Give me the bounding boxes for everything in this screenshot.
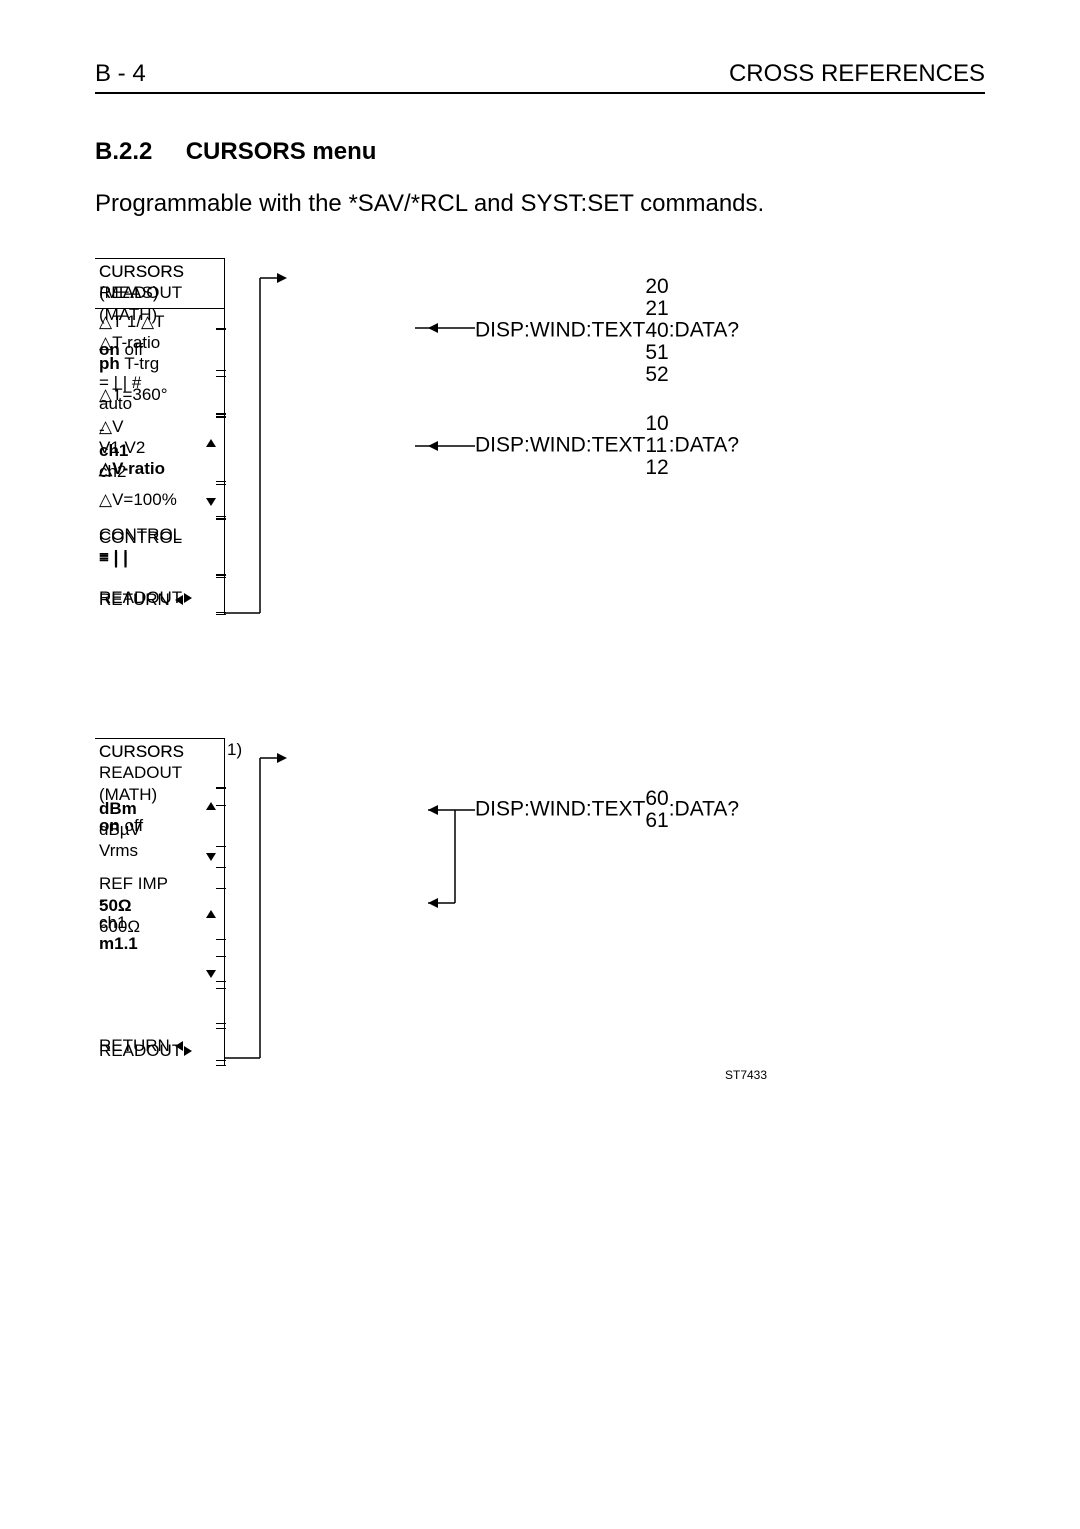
- section-title: CURSORS menu: [186, 138, 377, 165]
- menu1-right-return: RETURN: [95, 577, 225, 614]
- header-right: CROSS REFERENCES: [729, 60, 985, 88]
- header-left: B - 4: [95, 60, 146, 88]
- section-number: B.2.2: [95, 138, 152, 165]
- down-icon: [206, 853, 216, 861]
- diagram-2: CURSORS (MATH) on off - ch1 m1.1 READOUT…: [95, 738, 985, 1158]
- left-icon: [175, 595, 183, 605]
- menu1-right-dt360: △T=360°: [95, 376, 225, 413]
- menu2-right-return: RETURN: [95, 1023, 225, 1060]
- menu1-right: CURSORS READOUT △T 1/△T △T-ratio ph T-tr…: [95, 258, 225, 614]
- section-heading: B.2.2 CURSORS menu: [95, 138, 985, 166]
- menu1-right-control: CONTROL = | |: [95, 519, 225, 578]
- up-icon: [206, 802, 216, 810]
- left-icon: [175, 1041, 183, 1051]
- menu2-right-blank1: [95, 939, 225, 981]
- menu2-right: CURSORS READOUT dBm dBµV Vrms REF IMP 50…: [95, 738, 225, 1060]
- menu1-right-dt: △T 1/△T △T-ratio ph T-trg: [95, 309, 225, 377]
- menu1-right-title: CURSORS READOUT: [95, 259, 225, 309]
- figure-id: ST7433: [725, 1068, 767, 1082]
- menu2-right-refimp: REF IMP 50Ω 600Ω: [95, 867, 225, 939]
- cmd1b: DISP:WIND:TEXT 10 11 12 :DATA?: [475, 413, 739, 479]
- cmd1a: DISP:WIND:TEXT 20 21 40 51 52 :DATA?: [475, 276, 739, 386]
- page-header: B - 4 CROSS REFERENCES: [95, 60, 985, 94]
- intro-text: Programmable with the *SAV/*RCL and SYST…: [95, 190, 985, 218]
- menu1-right-dv100: △V=100%: [95, 481, 225, 518]
- menu2-right-title: CURSORS READOUT: [95, 739, 225, 788]
- cmd2: DISP:WIND:TEXT 60 61 :DATA?: [475, 788, 739, 832]
- menu2-note: 1): [227, 740, 242, 760]
- menu2-right-units: dBm dBµV Vrms: [95, 788, 225, 868]
- diagram-1: CURSORS (MEAS) (MATH) on off = | | # aut…: [95, 258, 985, 678]
- menu2-right-blank2: [95, 981, 225, 1023]
- menu1-right-dv: △V V1 V2 △V-ratio: [95, 414, 225, 482]
